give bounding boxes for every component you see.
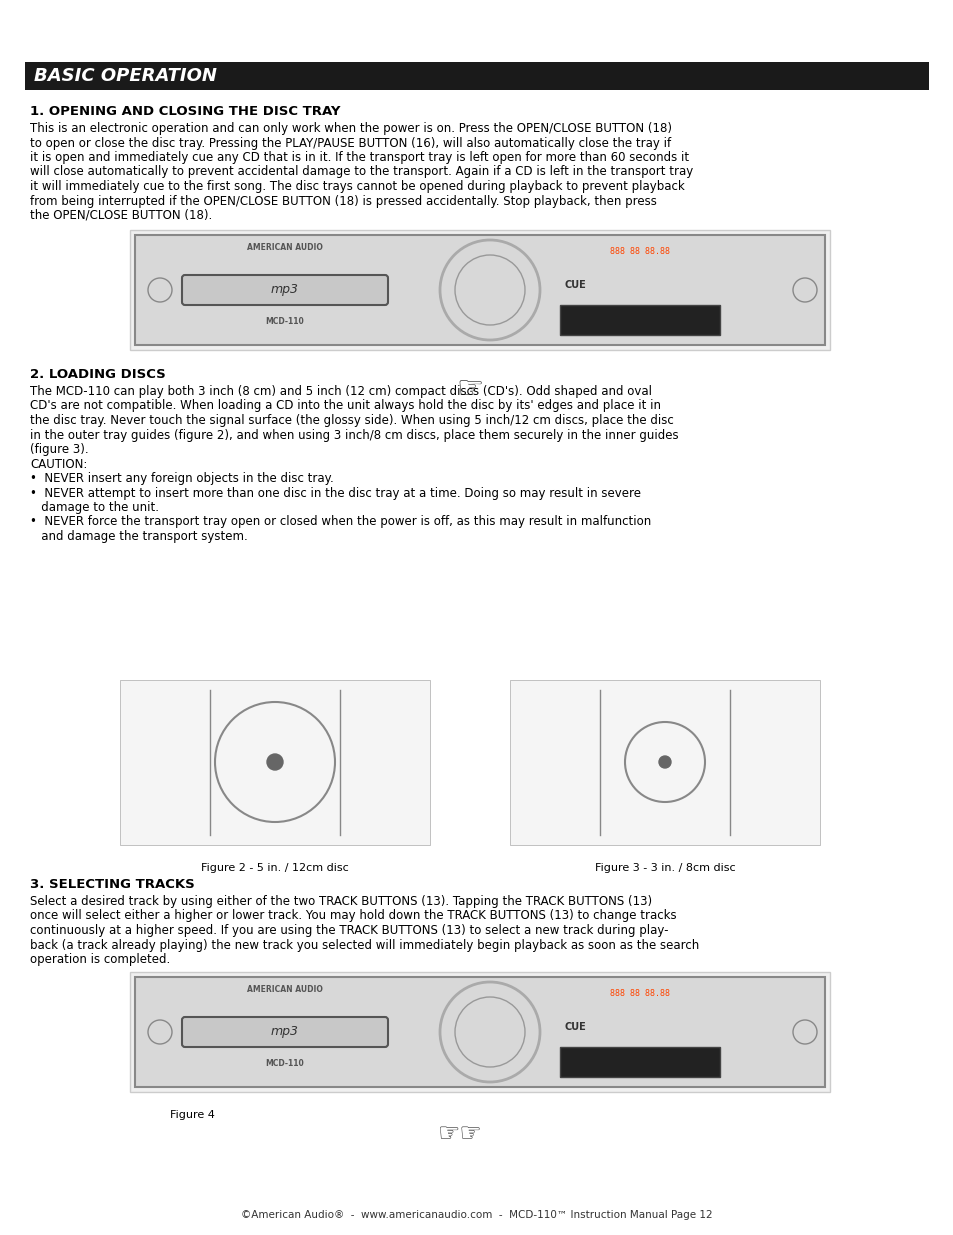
Bar bbox=[559, 1047, 720, 1077]
Text: Figure 3 - 3 in. / 8cm disc: Figure 3 - 3 in. / 8cm disc bbox=[594, 863, 735, 873]
Text: 1. OPENING AND CLOSING THE DISC TRAY: 1. OPENING AND CLOSING THE DISC TRAY bbox=[30, 105, 340, 119]
Text: CD's are not compatible. When loading a CD into the unit always hold the disc by: CD's are not compatible. When loading a … bbox=[30, 399, 660, 412]
Text: Figure 4: Figure 4 bbox=[170, 1110, 214, 1120]
FancyBboxPatch shape bbox=[182, 275, 388, 305]
Text: mp3: mp3 bbox=[271, 284, 298, 296]
Bar bbox=[25, 62, 928, 90]
Text: ☞☞: ☞☞ bbox=[437, 1123, 482, 1146]
Text: 3. SELECTING TRACKS: 3. SELECTING TRACKS bbox=[30, 878, 194, 890]
FancyBboxPatch shape bbox=[182, 1016, 388, 1047]
Text: once will select either a higher or lower track. You may hold down the TRACK BUT: once will select either a higher or lowe… bbox=[30, 909, 676, 923]
Text: damage to the unit.: damage to the unit. bbox=[30, 501, 159, 514]
Circle shape bbox=[267, 755, 283, 769]
Text: from being interrupted if the OPEN/CLOSE BUTTON (18) is pressed accidentally. St: from being interrupted if the OPEN/CLOSE… bbox=[30, 194, 657, 207]
Text: CUE: CUE bbox=[563, 1023, 585, 1032]
Text: BASIC OPERATION: BASIC OPERATION bbox=[34, 67, 216, 85]
Text: (figure 3).: (figure 3). bbox=[30, 443, 89, 456]
Text: This is an electronic operation and can only work when the power is on. Press th: This is an electronic operation and can … bbox=[30, 122, 671, 135]
Text: it will immediately cue to the first song. The disc trays cannot be opened durin: it will immediately cue to the first son… bbox=[30, 180, 684, 193]
Text: it is open and immediately cue any CD that is in it. If the transport tray is le: it is open and immediately cue any CD th… bbox=[30, 151, 688, 164]
Text: The MCD-110 can play both 3 inch (8 cm) and 5 inch (12 cm) compact discs (CD's).: The MCD-110 can play both 3 inch (8 cm) … bbox=[30, 385, 651, 398]
Bar bbox=[510, 680, 820, 845]
Text: AMERICAN AUDIO: AMERICAN AUDIO bbox=[247, 243, 323, 252]
Text: the disc tray. Never touch the signal surface (the glossy side). When using 5 in: the disc tray. Never touch the signal su… bbox=[30, 414, 673, 427]
Text: •  NEVER attempt to insert more than one disc in the disc tray at a time. Doing : • NEVER attempt to insert more than one … bbox=[30, 487, 640, 499]
Text: to open or close the disc tray. Pressing the PLAY/PAUSE BUTTON (16), will also a: to open or close the disc tray. Pressing… bbox=[30, 137, 670, 149]
Text: 888 88 88.88: 888 88 88.88 bbox=[609, 247, 669, 257]
Text: Figure 2 - 5 in. / 12cm disc: Figure 2 - 5 in. / 12cm disc bbox=[201, 863, 349, 873]
Bar bbox=[559, 305, 720, 335]
Bar bbox=[135, 235, 824, 345]
Text: back (a track already playing) the new track you selected will immediately begin: back (a track already playing) the new t… bbox=[30, 939, 699, 951]
Text: operation is completed.: operation is completed. bbox=[30, 953, 170, 966]
Text: continuously at a higher speed. If you are using the TRACK BUTTONS (13) to selec: continuously at a higher speed. If you a… bbox=[30, 924, 668, 937]
Text: will close automatically to prevent accidental damage to the transport. Again if: will close automatically to prevent acci… bbox=[30, 165, 693, 179]
Text: CAUTION:: CAUTION: bbox=[30, 457, 88, 471]
Text: MCD-110: MCD-110 bbox=[265, 317, 304, 326]
Bar bbox=[130, 230, 829, 350]
Text: CUE: CUE bbox=[563, 280, 585, 290]
Text: ©American Audio®  -  www.americanaudio.com  -  MCD-110™ Instruction Manual Page : ©American Audio® - www.americanaudio.com… bbox=[241, 1210, 712, 1220]
Text: mp3: mp3 bbox=[271, 1025, 298, 1039]
Text: •  NEVER insert any foreign objects in the disc tray.: • NEVER insert any foreign objects in th… bbox=[30, 472, 334, 485]
Bar bbox=[135, 977, 824, 1087]
Text: 2. LOADING DISCS: 2. LOADING DISCS bbox=[30, 368, 166, 382]
Text: •  NEVER force the transport tray open or closed when the power is off, as this : • NEVER force the transport tray open or… bbox=[30, 515, 651, 529]
Text: ☞: ☞ bbox=[456, 375, 483, 404]
Bar bbox=[130, 972, 829, 1092]
Text: 888 88 88.88: 888 88 88.88 bbox=[609, 989, 669, 999]
Text: in the outer tray guides (figure 2), and when using 3 inch/8 cm discs, place the: in the outer tray guides (figure 2), and… bbox=[30, 429, 678, 441]
Text: AMERICAN AUDIO: AMERICAN AUDIO bbox=[247, 986, 323, 994]
Text: and damage the transport system.: and damage the transport system. bbox=[30, 530, 248, 543]
Text: MCD-110: MCD-110 bbox=[265, 1060, 304, 1068]
Text: the OPEN/CLOSE BUTTON (18).: the OPEN/CLOSE BUTTON (18). bbox=[30, 209, 212, 222]
Text: Select a desired track by using either of the two TRACK BUTTONS (13). Tapping th: Select a desired track by using either o… bbox=[30, 895, 652, 908]
Bar bbox=[120, 680, 430, 845]
Circle shape bbox=[659, 756, 670, 768]
